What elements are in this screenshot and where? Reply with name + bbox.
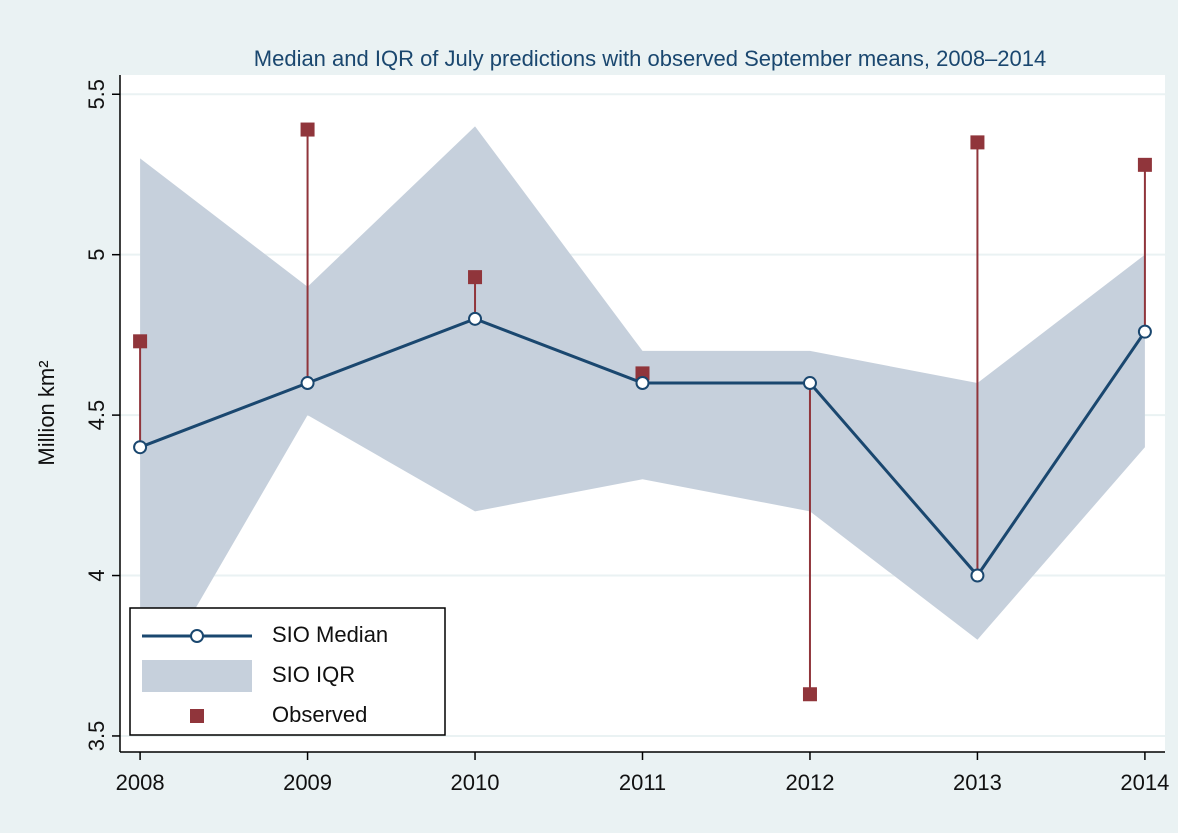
legend-swatch: [190, 709, 204, 723]
median-marker: [300, 376, 315, 391]
observed-marker: [970, 135, 985, 150]
median-marker: [970, 568, 985, 583]
legend-swatch-marker: [190, 629, 204, 643]
median-marker: [802, 376, 817, 391]
iqr-band: [140, 126, 1145, 704]
y-tick-label: 3.5: [84, 721, 109, 752]
legend-label: SIO Median: [272, 622, 388, 647]
y-axis-label: Million km²: [34, 360, 59, 465]
y-tick-label: 4: [84, 569, 109, 581]
x-tick-label: 2009: [283, 770, 332, 795]
median-marker: [635, 376, 650, 391]
x-tick-label: 2010: [451, 770, 500, 795]
observed-marker: [802, 687, 817, 702]
legend-label: SIO IQR: [272, 662, 355, 687]
median-marker: [468, 311, 483, 326]
x-tick-label: 2014: [1120, 770, 1169, 795]
observed-marker: [1137, 157, 1152, 172]
x-tick-label: 2011: [619, 770, 666, 795]
y-tick-label: 5.5: [84, 79, 109, 110]
legend-label: Observed: [272, 702, 367, 727]
y-tick-label: 5: [84, 249, 109, 261]
x-tick-label: 2012: [785, 770, 834, 795]
median-marker: [1137, 324, 1152, 339]
y-tick-label: 4.5: [84, 400, 109, 431]
x-tick-label: 2013: [953, 770, 1002, 795]
observed-marker: [133, 334, 148, 349]
observed-marker: [635, 366, 650, 381]
x-tick-label: 2008: [116, 770, 165, 795]
observed-marker: [468, 270, 483, 285]
median-marker: [133, 440, 148, 455]
observed-marker: [300, 122, 315, 137]
legend-swatch: [142, 660, 252, 692]
chart-title: Median and IQR of July predictions with …: [254, 46, 1046, 71]
